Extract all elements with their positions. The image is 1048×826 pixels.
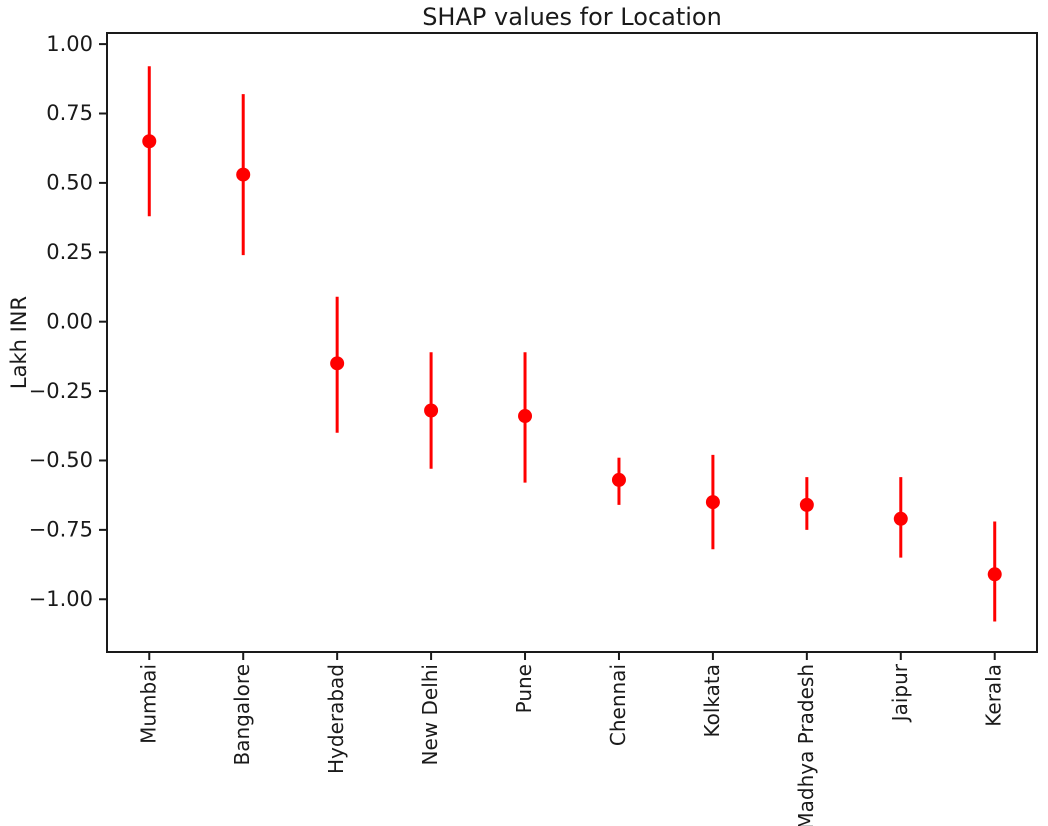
chart-title: SHAP values for Location	[422, 3, 722, 31]
x-tick-label: New Delhi	[418, 664, 442, 765]
x-tick-label: Kerala	[982, 664, 1006, 727]
data-point	[705, 495, 720, 510]
x-tick-label: Jaipur	[888, 663, 912, 723]
data-point	[142, 134, 157, 149]
data-point	[987, 567, 1002, 582]
x-tick-label: Kolkata	[700, 664, 724, 738]
y-tick-label: 0.75	[46, 101, 93, 125]
y-tick-label: −1.00	[29, 587, 93, 611]
y-tick-label: −0.25	[29, 379, 93, 403]
y-axis-label: Lakh INR	[7, 296, 31, 389]
data-point	[799, 497, 814, 512]
y-tick-label: 0.25	[46, 240, 93, 264]
y-tick-label: −0.75	[29, 518, 93, 542]
plot-area	[107, 33, 1037, 652]
data-point	[424, 403, 439, 418]
x-tick-label: Chennai	[606, 664, 630, 746]
y-tick-label: 0.00	[46, 309, 93, 333]
data-point	[611, 472, 626, 487]
x-tick-label: Madhya Pradesh	[794, 664, 818, 826]
data-point	[893, 511, 908, 526]
x-tick-label: Hyderabad	[324, 664, 348, 774]
data-point	[518, 409, 533, 424]
x-tick-label: Mumbai	[136, 664, 160, 744]
x-tick-label: Bangalore	[230, 664, 254, 765]
y-tick-label: 0.50	[46, 171, 93, 195]
y-tick-label: −0.50	[29, 448, 93, 472]
data-point	[330, 356, 345, 371]
data-point	[236, 167, 251, 182]
plot-border	[106, 32, 1038, 653]
x-tick-label: Pune	[512, 664, 536, 713]
y-tick-label: 1.00	[46, 32, 93, 56]
